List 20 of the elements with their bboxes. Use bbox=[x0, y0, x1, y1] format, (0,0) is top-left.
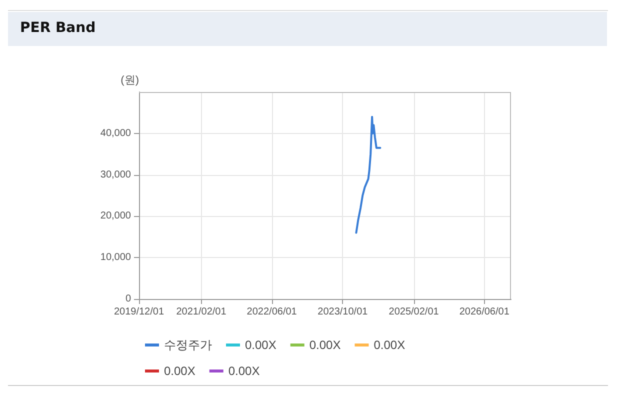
legend-label: 0.00X bbox=[245, 338, 276, 352]
legend-label: 0.00X bbox=[309, 338, 341, 352]
y-tick-label: 0 bbox=[125, 294, 132, 304]
line-series bbox=[355, 116, 382, 234]
x-tick-label: 2023/10/01 bbox=[318, 306, 368, 318]
y-axis-title: (원) bbox=[120, 74, 139, 86]
legend-label: 수정주가 bbox=[164, 338, 212, 352]
x-tick-label: 2021/02/01 bbox=[176, 306, 227, 318]
y-tick-label: 40,000 bbox=[100, 128, 132, 139]
legend-label: 0.00X bbox=[374, 338, 406, 352]
y-tick-label: 20,000 bbox=[100, 210, 132, 222]
y-tick-label: 10,000 bbox=[100, 252, 132, 264]
chart-title: PER Band bbox=[20, 20, 96, 36]
x-tick-label: 2022/06/01 bbox=[246, 306, 298, 318]
x-tick-label: 2025/02/01 bbox=[388, 306, 440, 318]
y-tick-label: 30,000 bbox=[100, 169, 132, 180]
legend-label: 0.00X bbox=[228, 364, 260, 378]
x-tick-label: 2019/12/01 bbox=[114, 306, 164, 318]
x-tick-label: 2026/06/01 bbox=[459, 306, 510, 318]
legend-label: 0.00X bbox=[164, 364, 196, 378]
